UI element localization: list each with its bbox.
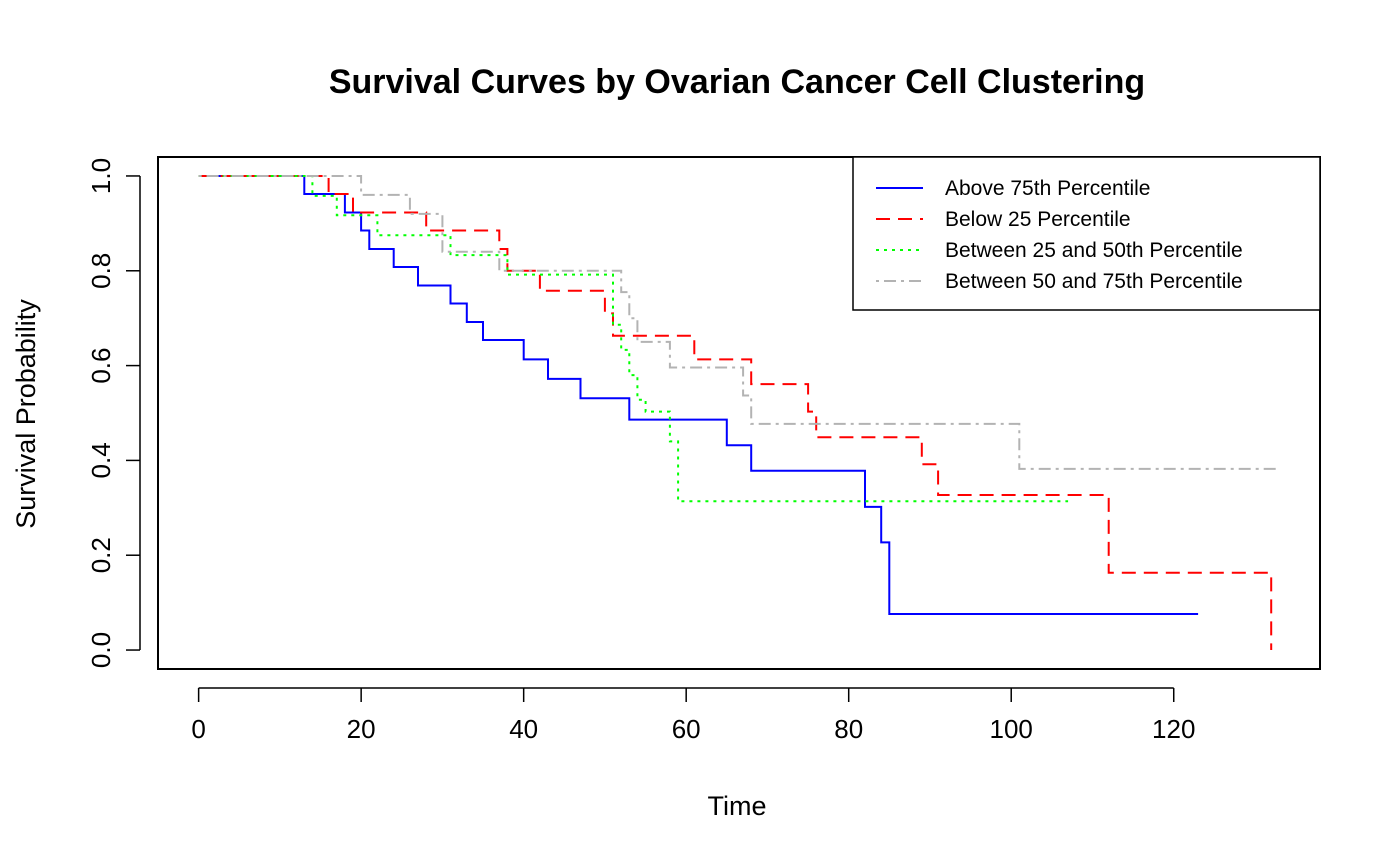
series-line-2 [198, 175, 1273, 650]
legend-box [852, 156, 1321, 311]
y-tick-label: 0.4 [86, 442, 116, 478]
legend-label: Between 50 and 75th Percentile [945, 270, 1243, 293]
y-tick-label: 0.6 [86, 348, 116, 384]
x-tick-label: 100 [990, 714, 1033, 744]
plot-frame [157, 156, 1321, 670]
x-axis: 0 20 40 60 80 100 120 [191, 687, 1195, 744]
legend: Above 75th Percentile Below 25 Percentile… [852, 156, 1321, 311]
x-axis-label: Time [708, 791, 767, 821]
x-tick-label: 40 [509, 714, 538, 744]
x-tick-label: 60 [672, 714, 701, 744]
y-tick-label: 0.8 [86, 253, 116, 289]
y-axis: 0.0 0.2 0.4 0.6 0.8 1.0 [86, 158, 141, 668]
x-tick-label: 80 [834, 714, 863, 744]
x-tick-label: 20 [347, 714, 376, 744]
legend-label: Above 75th Percentile [945, 177, 1150, 200]
y-tick-label: 1.0 [86, 158, 116, 194]
chart-title: Survival Curves by Ovarian Cancer Cell C… [329, 63, 1145, 101]
y-tick-label: 0.0 [86, 632, 116, 668]
series-layer [198, 175, 1280, 650]
legend-label: Between 25 and 50th Percentile [945, 239, 1243, 262]
series-line-1 [198, 175, 1199, 615]
x-tick-label: 0 [191, 714, 205, 744]
legend-label: Below 25 Percentile [945, 208, 1131, 231]
y-axis-label: Survival Probability [11, 299, 41, 529]
series-line-3 [198, 175, 1069, 503]
y-tick-label: 0.2 [86, 537, 116, 573]
x-tick-label: 120 [1152, 714, 1195, 744]
